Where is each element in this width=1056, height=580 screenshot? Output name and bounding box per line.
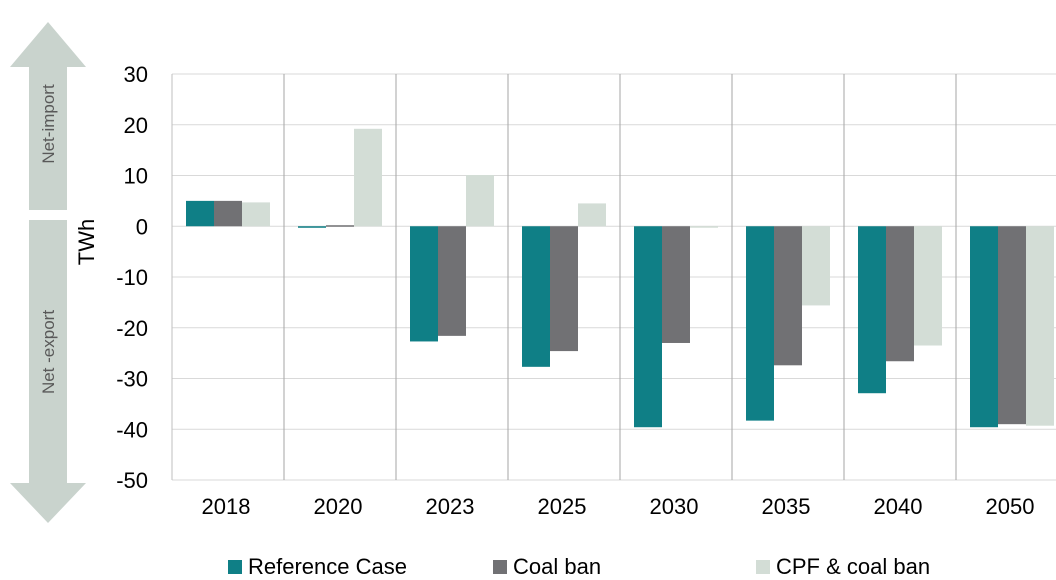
legend-label: Reference Case: [248, 554, 407, 579]
net-import-arrow: Net-import: [10, 22, 86, 210]
legend: Reference Case Coal ban CPF & coal ban: [228, 554, 930, 579]
y-tick-label: -30: [116, 367, 148, 392]
bar-reference-case-2023: [410, 226, 438, 342]
net-import-label: Net-import: [39, 84, 58, 164]
bar-cpf-coal-ban-2035: [802, 226, 830, 306]
bar-reference-case-2050: [970, 226, 998, 428]
legend-swatch: [493, 560, 507, 574]
x-tick-label: 2023: [426, 494, 475, 519]
bar-coal-ban-2020: [326, 225, 354, 227]
bar-cpf-coal-ban-2018: [242, 202, 270, 227]
bar-coal-ban-2025: [550, 226, 578, 352]
x-tick-label: 2035: [762, 494, 811, 519]
bar-coal-ban-2040: [886, 226, 914, 362]
bar-coal-ban-2018: [214, 200, 242, 227]
bar-cpf-coal-ban-2030: [690, 226, 718, 228]
x-tick-label: 2030: [650, 494, 699, 519]
y-tick-label: -50: [116, 468, 148, 493]
y-tick-label: 10: [124, 164, 148, 189]
net-export-arrow: Net -export: [10, 220, 86, 523]
legend-swatch: [756, 560, 770, 574]
legend-label: CPF & coal ban: [776, 554, 930, 579]
bar-reference-case-2018: [186, 200, 214, 227]
y-tick-label: -10: [116, 265, 148, 290]
bars: [186, 128, 1054, 428]
bar-coal-ban-2030: [662, 226, 690, 343]
y-tick-label: 0: [136, 214, 148, 239]
bar-reference-case-2025: [522, 226, 550, 367]
x-tick-label: 2040: [874, 494, 923, 519]
bar-reference-case-2020: [298, 226, 326, 228]
y-axis-title: TWh: [74, 219, 99, 265]
x-axis-ticks: 2018 2020 2023 2025 2030 2035 2040 2050: [202, 494, 1035, 519]
y-tick-label: 20: [124, 113, 148, 138]
x-tick-label: 2018: [202, 494, 251, 519]
legend-swatch: [228, 560, 242, 574]
bar-reference-case-2035: [746, 226, 774, 421]
bar-reference-case-2030: [634, 226, 662, 428]
bar-coal-ban-2035: [774, 226, 802, 366]
x-tick-label: 2025: [538, 494, 587, 519]
net-export-label: Net -export: [39, 310, 58, 394]
bar-cpf-coal-ban-2050: [1026, 226, 1054, 426]
category-dividers: [283, 74, 957, 480]
legend-label: Coal ban: [513, 554, 601, 579]
y-axis-ticks: 30 20 10 0 -10 -20 -30 -40 -50: [116, 62, 148, 493]
y-tick-label: -40: [116, 417, 148, 442]
y-tick-label: -20: [116, 316, 148, 341]
bar-cpf-coal-ban-2020: [354, 128, 382, 227]
x-tick-label: 2050: [986, 494, 1035, 519]
bar-cpf-coal-ban-2025: [578, 203, 606, 227]
bar-reference-case-2040: [858, 226, 886, 394]
y-tick-label: 30: [124, 62, 148, 87]
bar-coal-ban-2050: [998, 226, 1026, 425]
x-tick-label: 2020: [314, 494, 363, 519]
bar-cpf-coal-ban-2023: [466, 174, 494, 227]
bar-coal-ban-2023: [438, 226, 466, 336]
bar-cpf-coal-ban-2040: [914, 226, 942, 346]
